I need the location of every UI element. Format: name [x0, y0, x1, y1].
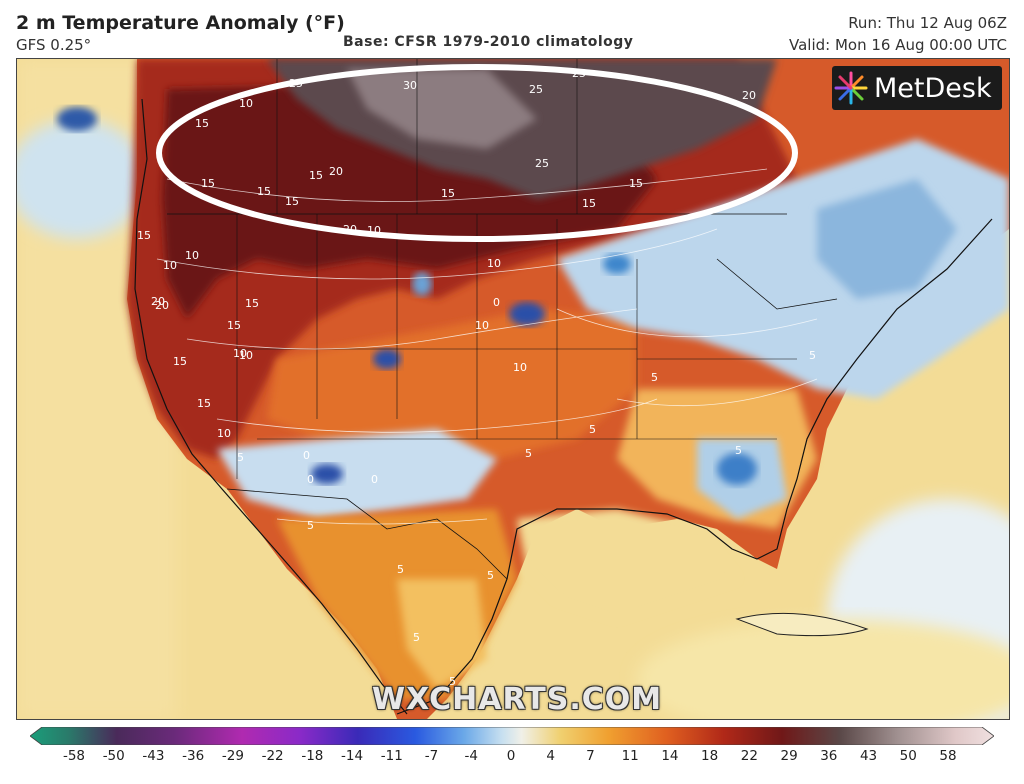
run-time-label: Run: Thu 12 Aug 06Z — [848, 14, 1007, 32]
colorbar-tick-label: -43 — [142, 748, 165, 764]
contour-label: 15 — [227, 319, 241, 332]
gulf-of-mexico — [517, 509, 737, 619]
colorbar-tick-label: 58 — [939, 748, 957, 764]
contour-label: 15 — [285, 195, 299, 208]
climatology-base-label: Base: CFSR 1979-2010 climatology — [343, 34, 634, 50]
contour-label: 0 — [493, 296, 500, 309]
colorbar-tick-label: -22 — [261, 748, 284, 764]
contour-label: 15 — [201, 177, 215, 190]
contour-label: 10 — [163, 259, 177, 272]
contour-label: 10 — [487, 257, 501, 270]
colorbar-tick-label: 7 — [586, 748, 595, 764]
colorbar-tick-label: -11 — [380, 748, 403, 764]
contour-label: 10 — [513, 361, 527, 374]
contour-label: 15 — [137, 229, 151, 242]
contour-label: 15 — [257, 185, 271, 198]
contour-label: 5 — [487, 569, 494, 582]
contour-label: 20 — [329, 165, 343, 178]
contour-labels: 25 30 25 25 25 20 10 15 15 20 15 15 20 1… — [137, 67, 816, 688]
contour-label: 15 — [197, 397, 211, 410]
contour-label: 0 — [307, 473, 314, 486]
contour-label: 15 — [582, 197, 596, 210]
contour-label: 10 — [239, 349, 253, 362]
colorbar-tick-label: -50 — [102, 748, 125, 764]
logo-text: MetDesk — [874, 72, 992, 104]
highlight-ellipse — [156, 64, 798, 242]
contour-label: 15 — [173, 355, 187, 368]
colorbar-tick-label: 36 — [820, 748, 838, 764]
contour-label: 20 — [742, 89, 756, 102]
colorbar-tick-label: -7 — [424, 748, 439, 764]
contour-lines — [156, 168, 818, 525]
temperature-anomaly-map: 25 30 25 25 25 20 10 15 15 20 15 15 20 1… — [16, 58, 1010, 720]
wxcharts-watermark: WXCHARTS.COM — [372, 682, 663, 717]
chart-title: 2 m Temperature Anomaly (°F) — [16, 12, 345, 34]
valid-time-label: Valid: Mon 16 Aug 00:00 UTC — [788, 36, 1007, 54]
contour-label: 15 — [629, 177, 643, 190]
colorbar-tick-label: 14 — [661, 748, 679, 764]
contour-label: 25 — [529, 83, 543, 96]
borders — [134, 59, 993, 715]
map-svg: 25 30 25 25 25 20 10 15 15 20 15 15 20 1… — [17, 59, 1009, 719]
contour-label: 5 — [237, 451, 244, 464]
cuba — [735, 612, 869, 637]
contour-label: 10 — [475, 319, 489, 332]
contour-label: 20 — [155, 299, 169, 312]
contour-label: 15 — [441, 187, 455, 200]
colorbar-tick-label: 29 — [780, 748, 798, 764]
contour-label: 20 — [151, 295, 165, 308]
colorbar-tick-label: 18 — [701, 748, 719, 764]
contour-label: 5 — [413, 631, 420, 644]
contour-label: 5 — [589, 423, 596, 436]
chart-header: 2 m Temperature Anomaly (°F) GFS 0.25° B… — [0, 0, 1024, 58]
model-label: GFS 0.25° — [16, 36, 92, 54]
colorbar-tick-label: 4 — [546, 748, 556, 764]
contour-label: 15 — [309, 169, 323, 182]
contour-label: 15 — [245, 297, 259, 310]
contour-label: 15 — [195, 117, 209, 130]
contour-label: 10 — [185, 249, 199, 262]
contour-label: 25 — [535, 157, 549, 170]
colorbar-tick-label: -4 — [464, 748, 478, 764]
contour-label: 0 — [303, 449, 310, 462]
contour-label: 5 — [449, 675, 456, 688]
colorbar-tick-label: 50 — [899, 748, 917, 764]
contour-label: 10 — [217, 427, 231, 440]
colorbar-tick-label: -36 — [182, 748, 205, 764]
colorbar-tick-label: 11 — [621, 748, 639, 764]
land-mass — [57, 59, 1009, 719]
contour-label: 5 — [307, 519, 314, 532]
colorbar-ticks: -58 -50 -43 -36 -29 -22 -18 -14 -11 -7 -4 0 4 7 11 14 18… — [0, 748, 1024, 772]
contour-label: 5 — [809, 349, 816, 362]
colorbar-tick-label: -14 — [341, 748, 364, 764]
colorbar — [30, 727, 994, 745]
contour-label: 5 — [651, 371, 658, 384]
metdesk-starburst-icon — [834, 71, 868, 105]
colorbar-tick-label: -29 — [221, 748, 244, 764]
contour-label: 5 — [397, 563, 404, 576]
contour-label: 10 — [233, 347, 247, 360]
colorbar-tick-label: -18 — [301, 748, 324, 764]
contour-label: 30 — [403, 79, 417, 92]
contour-label: 5 — [525, 447, 532, 460]
contour-label: 0 — [371, 473, 378, 486]
contour-label: 10 — [239, 97, 253, 110]
colorbar-tick-label: 43 — [859, 748, 878, 764]
contour-label: 5 — [735, 444, 742, 457]
colorbar-tick-label: 0 — [506, 748, 516, 764]
metdesk-logo: MetDesk — [832, 66, 1002, 110]
colorbar-tick-label: 22 — [740, 748, 758, 764]
colorbar-tick-label: -58 — [62, 748, 86, 764]
